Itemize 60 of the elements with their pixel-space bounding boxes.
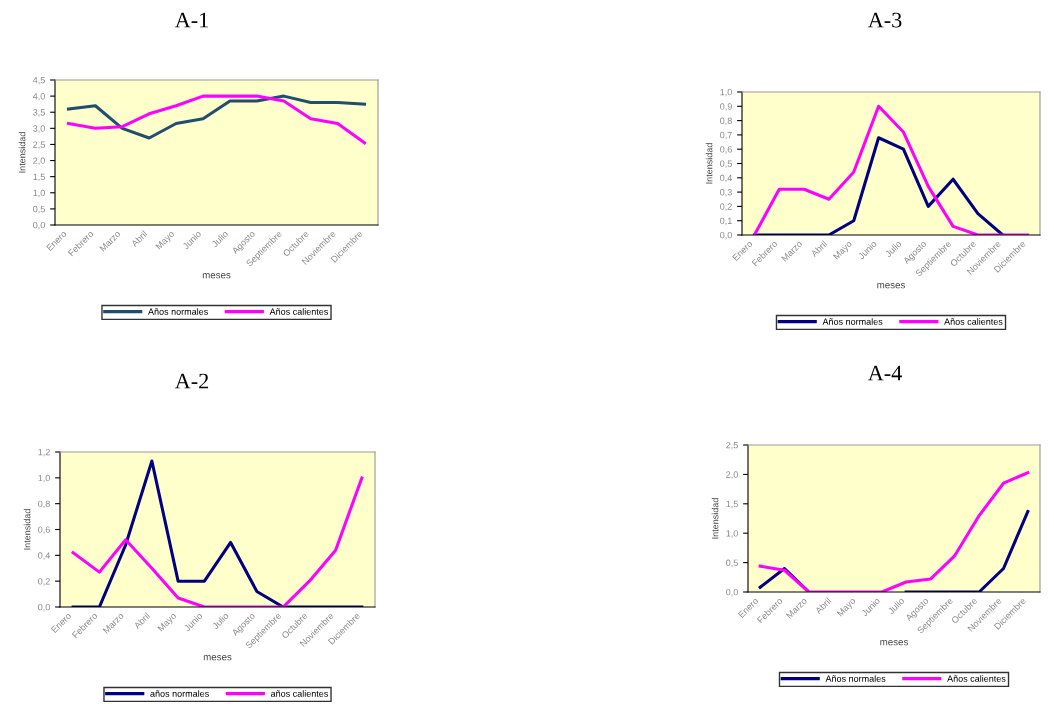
x-tick-label: Julio [210,230,229,248]
y-tick-label: 3,5 [33,109,45,117]
y-tick-label: 2,5 [33,141,45,149]
y-tick-label: 1,0 [38,474,50,483]
legend-label: Años normales [825,675,886,682]
x-axis-title: meses [202,273,231,279]
chart-title: A-4 [867,365,902,381]
y-tick-label: 1,2 [38,448,50,457]
y-tick-label: 1,0 [33,189,45,198]
y-axis-title: Intensidad [705,143,713,184]
x-tick-label: Julio [884,240,902,258]
y-tick-label: 3,0 [33,125,45,133]
y-tick-label: 0,5 [33,205,45,214]
chart-title: A-2 [174,373,209,389]
y-tick-label: 1,5 [33,173,45,182]
y-axis-title: Intensidad [23,509,31,550]
y-tick-label: 0,1 [720,217,732,226]
legend-label: Años calientes [947,675,1006,682]
x-tick-label: Julio [211,612,230,630]
y-tick-label: 0,0 [38,603,50,612]
y-tick-label: 1,0 [720,88,732,97]
y-tick-label: 2,0 [726,471,738,479]
legend-label: años calientes [270,690,328,697]
legend-label: Años calientes [944,318,1003,325]
y-axis-title: Intensidad [711,498,719,539]
y-tick-label: 0,0 [726,588,738,597]
y-tick-label: 2,5 [726,441,738,450]
y-tick-label: 1,0 [726,530,738,538]
y-tick-label: 0,8 [720,117,732,126]
legend-label: Años calientes [269,308,328,315]
chart-title: A-1 [174,12,208,28]
x-axis-title: meses [880,640,908,646]
y-tick-label: 0,8 [38,500,50,509]
legend-label: Años normales [148,308,208,315]
line-series [752,104,1030,235]
y-tick-label: 0,9 [720,103,732,111]
x-axis-title: meses [877,283,905,289]
y-tick-label: 0,5 [720,160,732,168]
y-tick-label: 4,0 [32,93,45,101]
y-tick-label: 1,5 [726,500,738,509]
y-axis-title: Intensidad [18,132,26,173]
legend-label: Años normales [822,318,883,325]
y-tick-label: 0,2 [720,203,732,211]
y-tick-label: 0,5 [726,559,738,568]
y-tick-label: 4,5 [32,77,45,85]
chart-title: A-3 [867,12,902,28]
y-tick-label: 0,7 [720,131,732,140]
y-tick-label: 0,3 [720,189,732,197]
y-tick-label: 0,6 [720,146,732,154]
x-axis-title: meses [203,655,232,661]
line-series [758,471,1030,592]
y-tick-label: 0,4 [720,174,733,183]
y-tick-label: 0,6 [38,526,50,534]
y-tick-label: 0,0 [33,221,45,230]
y-tick-label: 0,4 [38,552,51,560]
legend-label: años normales [150,690,209,697]
y-tick-label: 2,0 [33,157,45,165]
x-tick-label: Julio [887,597,905,615]
y-tick-label: 0,2 [38,578,50,586]
y-tick-label: 0,0 [720,231,732,240]
